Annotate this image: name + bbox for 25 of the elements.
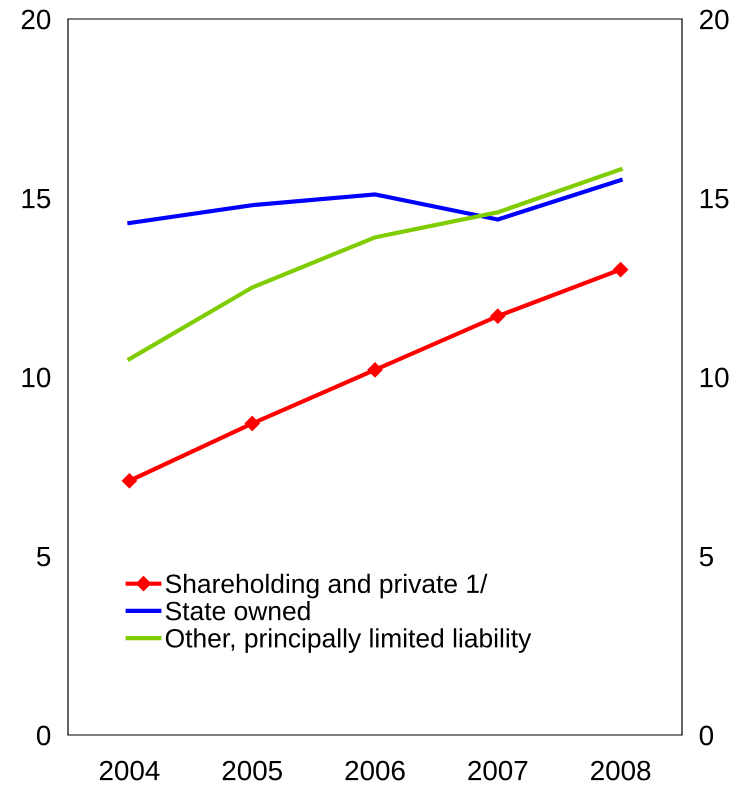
legend-label: State owned [166,601,310,620]
x-tick-label: 2005 [222,760,282,780]
x-tick-label: 2007 [468,760,528,780]
x-tick-label: 2008 [591,760,650,780]
point [490,308,506,324]
legend-label: Other, principally limited liability [166,628,532,653]
line-series [127,178,623,226]
y-tick-label: 15 [22,188,50,208]
y2-tick-label: 10 [700,368,728,388]
point [122,473,137,488]
point [367,362,383,378]
y2-tick-label: 0 [700,726,714,746]
y-tick-label: 0 [36,726,50,746]
y-tick-label: 20 [22,10,50,30]
point [244,416,260,432]
line-series [127,167,623,362]
y2-tick-label: 20 [700,10,728,30]
y-tick-label: 10 [22,368,50,388]
x-tick-label: 2006 [346,760,405,780]
y-tick-label: 5 [36,546,50,566]
x-tick-label: 2004 [100,760,160,780]
y2-tick-label: 5 [700,546,713,566]
point [613,262,628,278]
y2-tick-label: 15 [700,188,728,208]
legend-label: Shareholding and private 1/ [166,574,488,598]
